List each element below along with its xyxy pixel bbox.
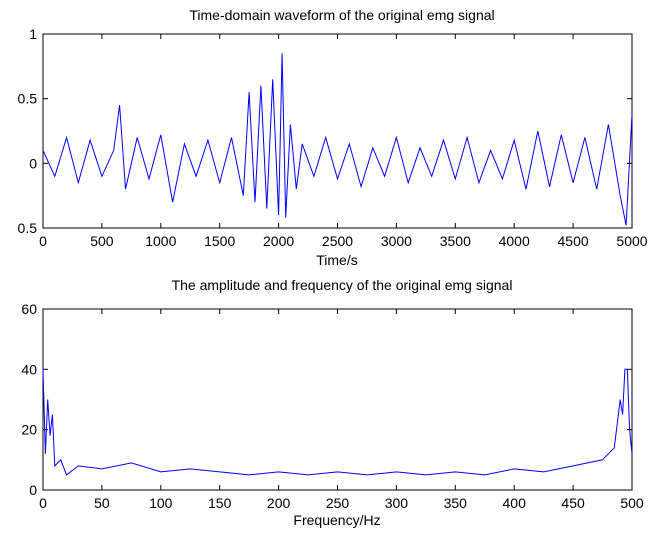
frequency-subplot: The amplitude and frequency of the origi… [21,277,643,528]
x-tick-label: 250 [326,495,350,511]
x-tick-label: 3000 [381,233,412,249]
y-tick-label: 20 [21,422,37,438]
y-tick-label: 0.5 [18,220,38,236]
spectrum-layer [42,368,633,476]
x-tick-label: 50 [94,495,110,511]
x-tick-label: 100 [149,495,173,511]
x-tick-label: 500 [620,495,644,511]
y-tick-label: 1 [29,26,37,42]
plot-area [42,33,633,229]
x-tick-label: 4500 [558,233,589,249]
y-tick-label: 40 [21,361,37,377]
x-tick-label: 150 [208,495,232,511]
x-axis-label: Time/s [316,252,357,268]
plot-area [42,308,633,491]
x-tick-label: 500 [90,233,114,249]
x-tick-label: 4000 [499,233,530,249]
x-tick-label: 1000 [145,233,176,249]
x-tick-label: 1500 [204,233,235,249]
axis-ticks: 0 500 1000 1500 2000 2500 3000 3500 4000 4500 5000… [18,26,648,249]
time-domain-subplot: Time-domain waveform of the original emg… [18,7,648,268]
x-tick-label: 450 [561,495,585,511]
x-tick-label: 2000 [263,233,294,249]
subplot-title: Time-domain waveform of the original emg… [189,7,494,23]
y-tick-label: 0 [29,155,37,171]
x-tick-label: 5000 [616,233,647,249]
x-tick-label: 200 [267,495,291,511]
x-axis-label: Frequency/Hz [293,512,380,528]
series-line [42,53,633,226]
x-tick-label: 350 [444,495,468,511]
x-tick-label: 2500 [322,233,353,249]
x-tick-label: 400 [503,495,527,511]
x-tick-label: 300 [385,495,409,511]
x-tick-label: 3500 [440,233,471,249]
x-tick-label: 0 [39,495,47,511]
x-tick-label: 0 [39,233,47,249]
y-tick-label: 0.5 [18,91,38,107]
signal-layer [42,53,633,226]
subplot-title: The amplitude and frequency of the origi… [172,277,513,293]
series-line [42,368,633,476]
y-tick-label: 60 [21,301,37,317]
y-tick-label: 0 [29,482,37,498]
